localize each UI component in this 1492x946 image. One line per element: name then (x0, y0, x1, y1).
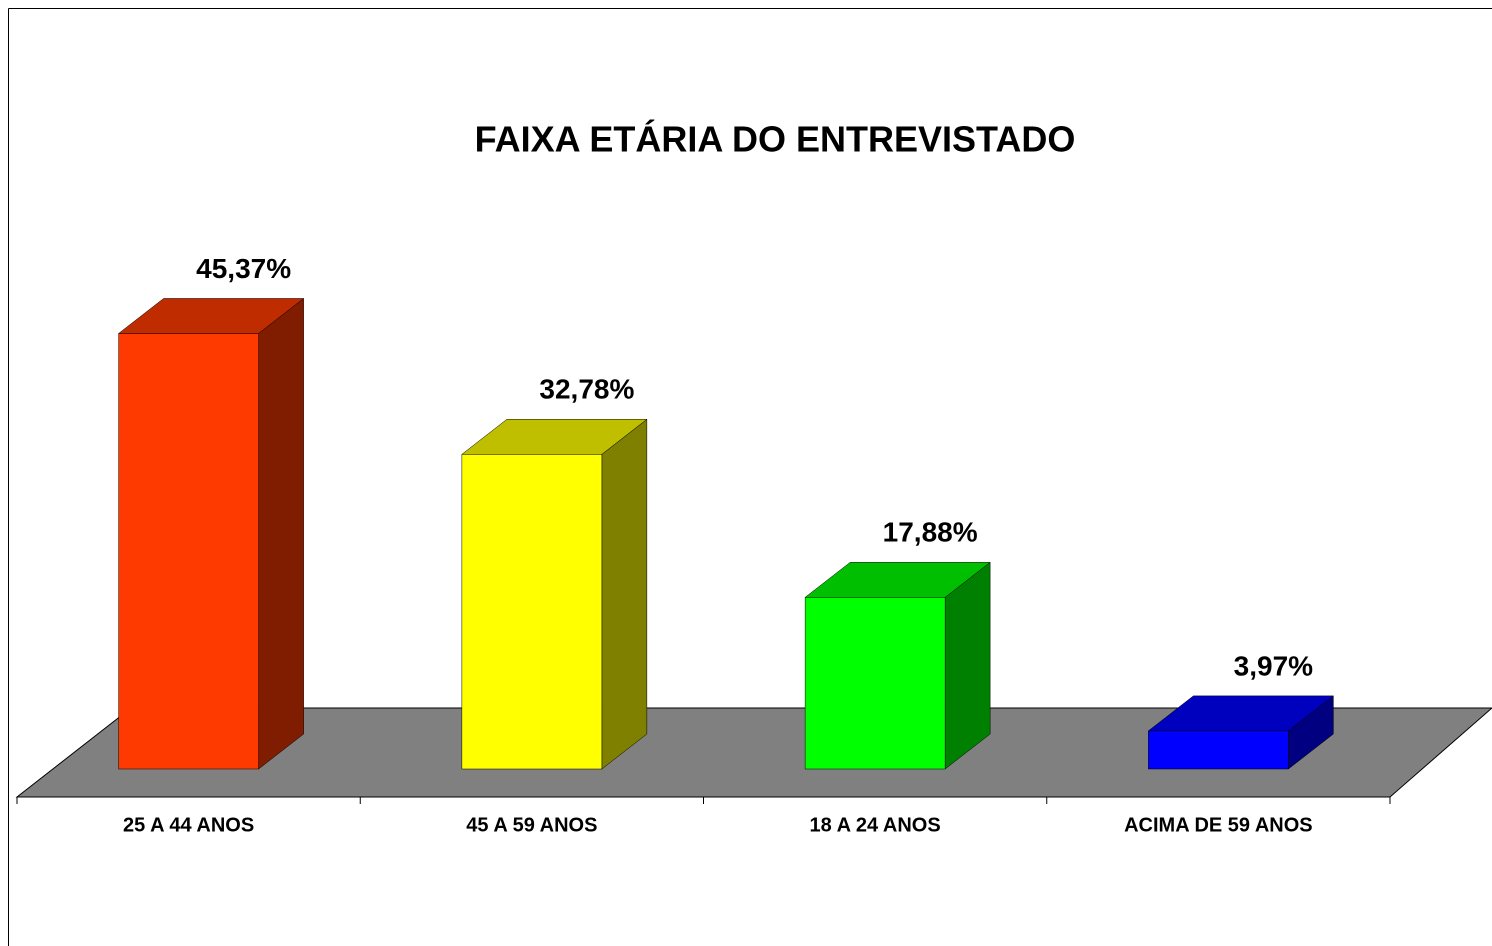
bar-side (258, 297, 304, 770)
bar (1148, 730, 1289, 770)
bar (118, 333, 259, 770)
x-tick-label: 18 A 24 ANOS (810, 814, 941, 836)
x-tick-label: 45 A 59 ANOS (466, 814, 597, 836)
bar (461, 454, 603, 770)
value-label: 3,97% (1234, 650, 1313, 681)
bar (804, 597, 946, 770)
value-label: 32,78% (539, 374, 634, 405)
bar-side (601, 418, 648, 770)
value-label: 17,88% (883, 517, 978, 548)
x-tick-label: 25 A 44 ANOS (123, 814, 254, 836)
x-tick-label: ACIMA DE 59 ANOS (1124, 814, 1313, 836)
value-label: 45,37% (196, 253, 291, 284)
bar-side (944, 561, 991, 770)
chart-title: FAIXA ETÁRIA DO ENTREVISTADO (475, 119, 1076, 160)
